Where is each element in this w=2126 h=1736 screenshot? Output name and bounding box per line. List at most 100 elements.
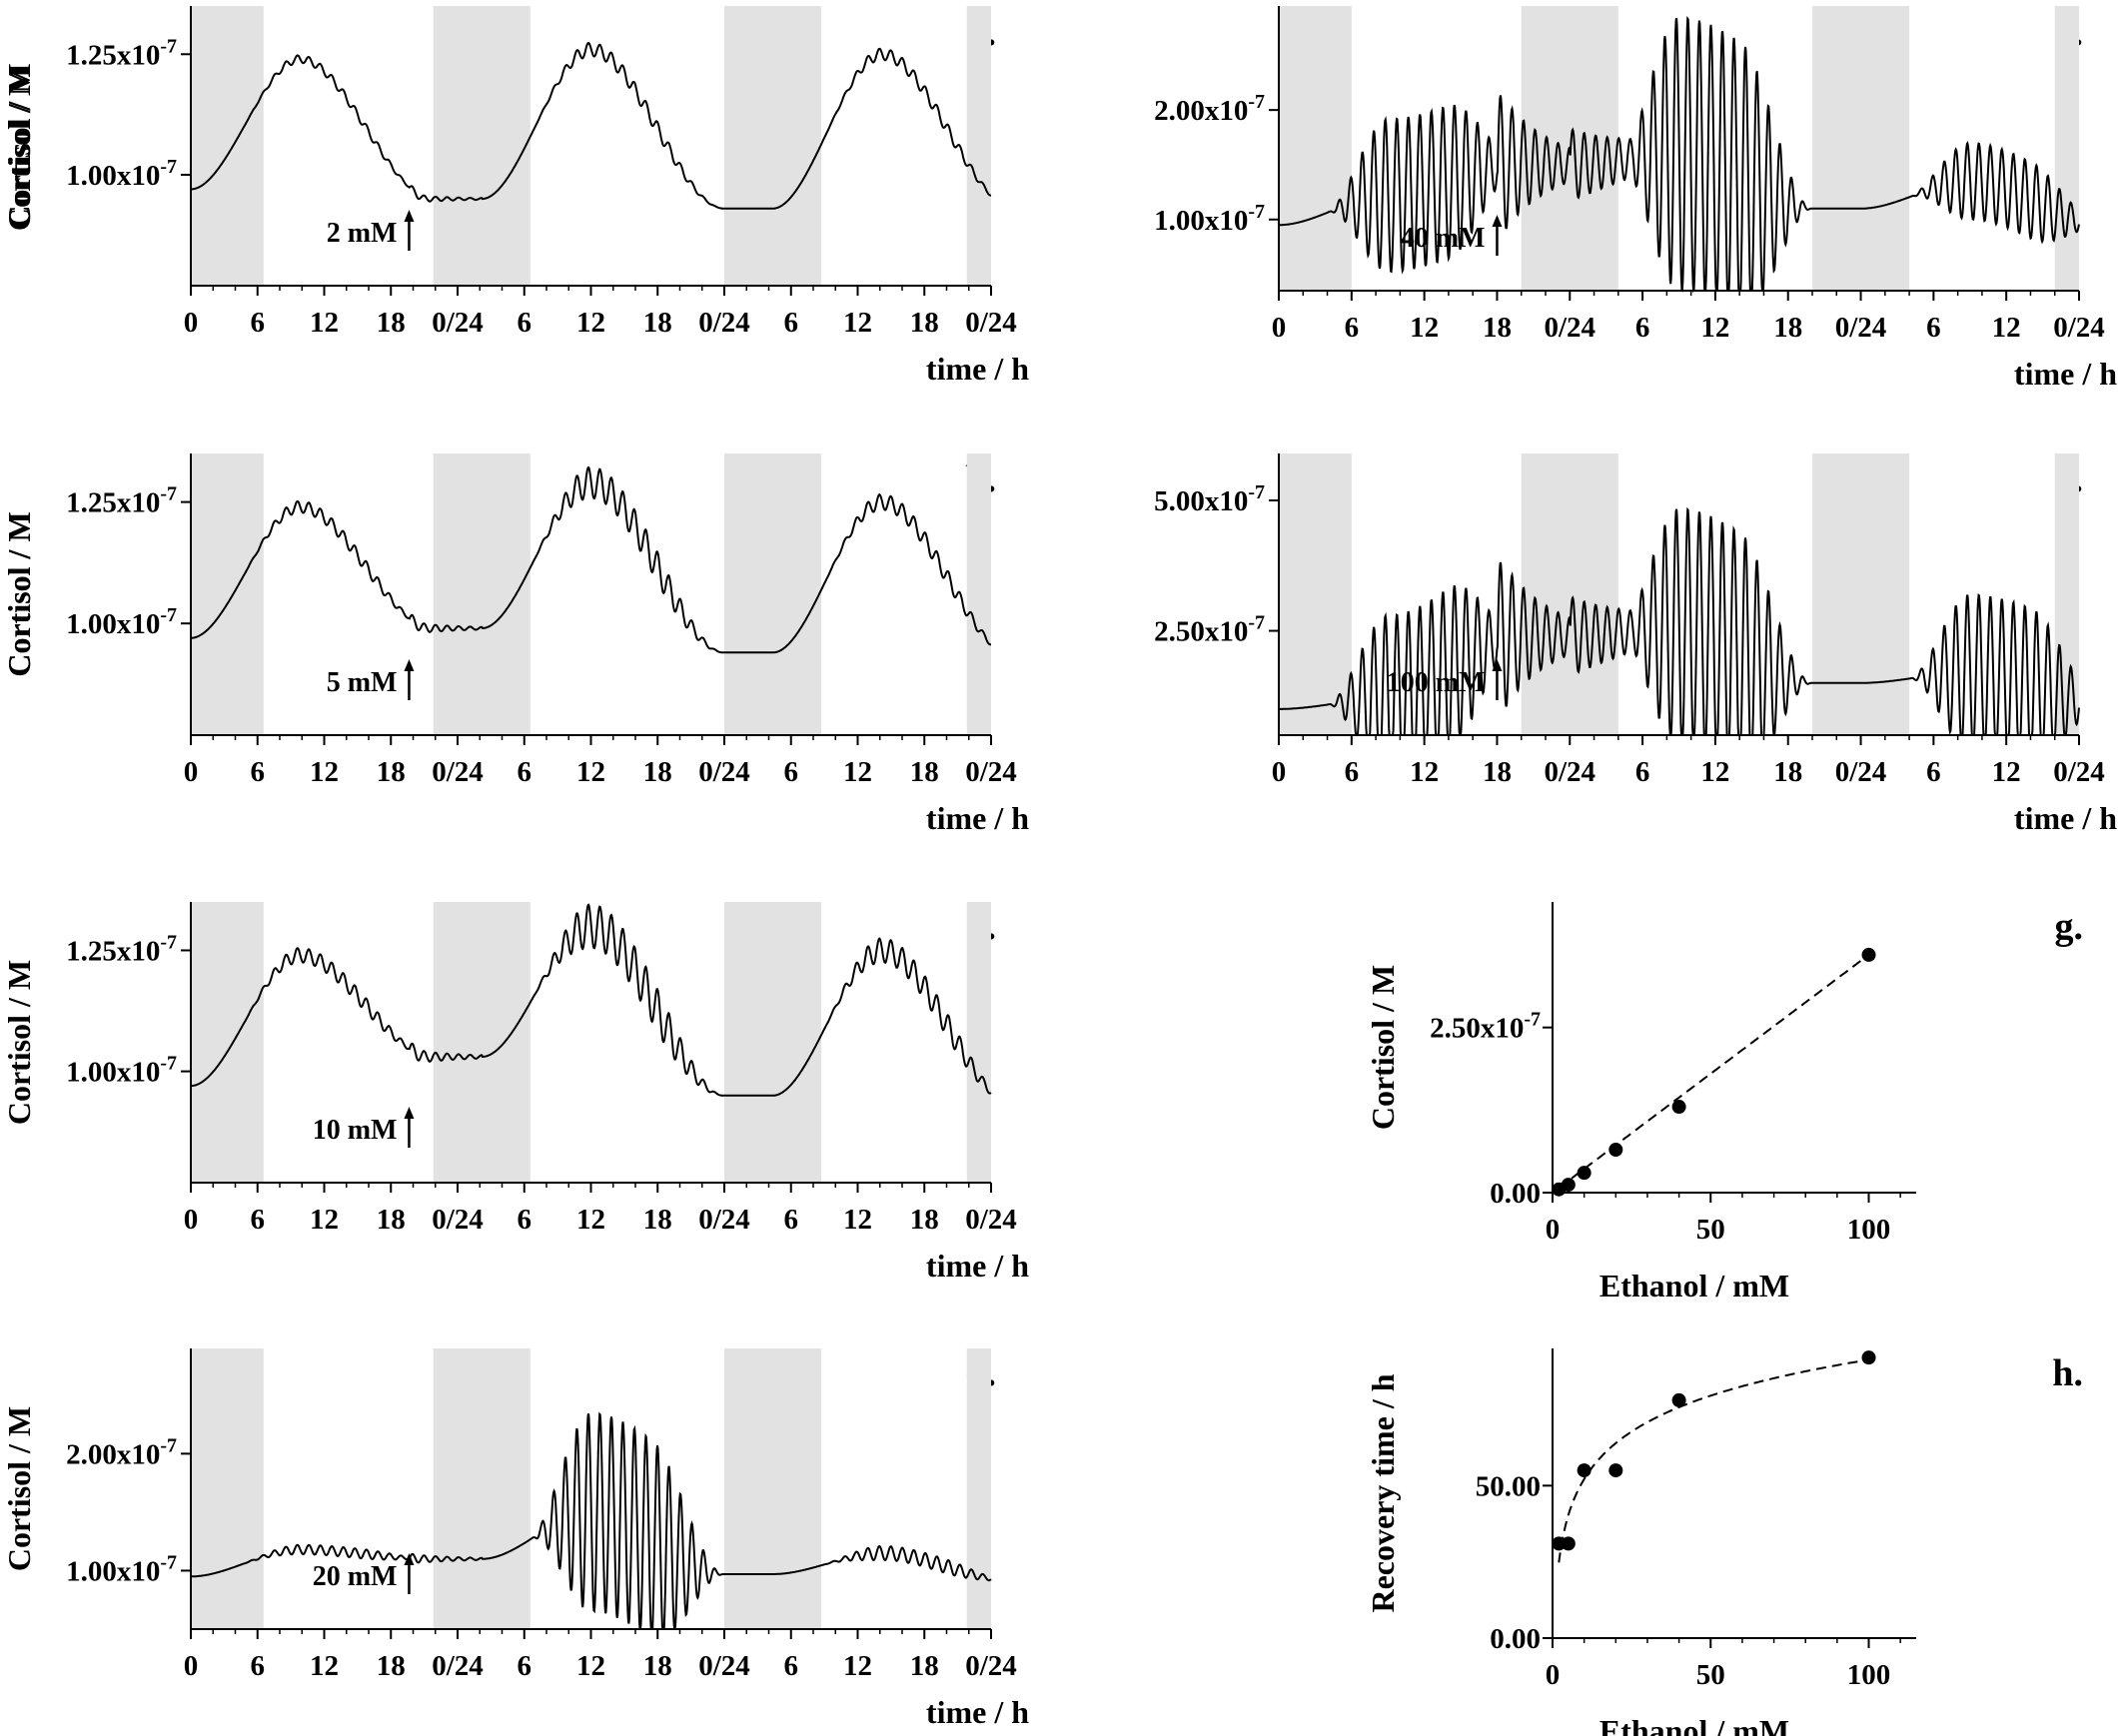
x-axis-title: Ethanol / mM [1599,1268,1789,1303]
night-band [724,6,822,286]
night-band [191,902,264,1183]
night-band [433,453,531,735]
y-tick-label: 1.00x10-7 [66,156,177,192]
x-tick-label: 18 [1483,756,1512,788]
x-tick-label: 12 [843,307,872,339]
y-axis-title: Cortisol / M [1365,965,1401,1130]
series-line [191,903,992,1097]
y-tick-label: 1.25x10-7 [66,483,177,519]
y-tick-label: 1.25x10-7 [66,35,177,71]
x-tick-label: 18 [1773,756,1802,788]
night-band [1279,6,1352,291]
x-tick-label: 6 [784,1204,799,1236]
x-tick-label: 0/24 [698,1650,750,1682]
x-tick-label: 12 [1700,756,1729,788]
x-tick-label: 0/24 [432,1650,484,1682]
x-tick-label: 12 [576,307,605,339]
x-tick-label: 0/24 [965,1650,1017,1682]
y-tick-label: 0.00 [1490,1623,1541,1655]
x-tick-label: 18 [643,756,672,788]
dose-arrow-head [404,659,415,671]
y-axis-title: Recovery time / h [1365,1373,1401,1612]
x-tick-label: 18 [910,1204,939,1236]
night-band [724,453,822,735]
x-tick-label: 6 [1345,756,1360,788]
data-point [1577,1166,1592,1181]
x-tick-label: 6 [784,307,799,339]
x-tick-label: 0 [1546,1214,1561,1246]
dose-arrow-head [404,1107,415,1119]
dose-arrow-head [1492,659,1503,671]
dose-label: 5 mM [327,667,398,698]
y-tick-label: 2.00x10-7 [66,1434,177,1470]
x-tick-label: 50 [1696,1659,1725,1691]
x-axis-title: time / h [926,800,1029,836]
night-band [1279,453,1352,735]
x-axis-title: time / h [926,1694,1029,1730]
x-tick-label: 0 [184,1204,199,1236]
x-tick-label: 0/24 [1835,756,1887,788]
data-point [1861,1350,1876,1365]
panel-b: b.0612180/24612180/24612180/241.00x10-71… [1,453,1029,836]
night-band [1812,453,1910,735]
night-band [966,453,991,735]
x-tick-label: 12 [310,307,339,339]
x-tick-label: 12 [576,1204,605,1236]
night-band [966,902,991,1183]
dose-label: 10 mM [313,1115,398,1146]
x-tick-label: 0/24 [965,1204,1017,1236]
night-band [2054,453,2079,735]
x-tick-label: 50 [1696,1214,1725,1246]
x-tick-label: 18 [910,307,939,339]
x-tick-label: 0/24 [2053,312,2105,344]
dose-arrow-head [1492,215,1503,227]
x-tick-label: 12 [1992,312,2021,344]
y-tick-label: 0.00 [1490,1178,1541,1210]
y-tick-label: 1.25x10-7 [66,931,177,967]
x-tick-label: 100 [1847,1214,1891,1246]
x-tick-label: 12 [576,756,605,788]
x-tick-label: 12 [1700,312,1729,344]
x-tick-label: 18 [643,1204,672,1236]
x-tick-label: 18 [377,756,406,788]
x-tick-label: 18 [910,1650,939,1682]
dose-label: 100 mM [1387,667,1486,698]
y-axis-title: Cortisol / M [1,511,37,676]
panel-e: e.0612180/24612180/246120/241.00x10-72.0… [1,6,2117,392]
panel-d: d.0612180/24612180/24612180/241.00x10-72… [1,1348,1029,1730]
x-tick-label: 0 [1272,312,1287,344]
panel-letter: g. [2055,906,2084,948]
x-tick-label: 6 [518,1650,532,1682]
data-point [1608,1143,1623,1158]
night-band [966,6,991,286]
x-axis-title: time / h [2014,800,2117,836]
y-axis-title: Cortisol / M [1,960,37,1125]
x-tick-label: 6 [251,1650,266,1682]
x-tick-label: 6 [251,756,266,788]
y-axis-title: Cortisol / M [1,1406,37,1571]
x-tick-label: 0/24 [1544,312,1595,344]
series-line [1279,506,2080,736]
x-tick-label: 0/24 [698,307,750,339]
x-tick-label: 6 [1345,312,1360,344]
y-tick-label: 1.00x10-7 [66,1551,177,1587]
x-tick-label: 0 [1546,1659,1561,1691]
data-point [1561,1536,1576,1551]
x-tick-label: 18 [910,756,939,788]
x-tick-label: 6 [251,1204,266,1236]
dose-label: 2 mM [327,218,398,249]
panel-g: g. 0 50 100 0.00 2.50x10-7 Ethanol / mM Cortiso… [1365,902,2083,1303]
data-point [1861,947,1876,962]
x-tick-label: 12 [843,1650,872,1682]
x-tick-label: 0 [184,1650,199,1682]
x-tick-label: 12 [1992,756,2021,788]
x-tick-label: 6 [1926,312,1941,344]
x-tick-label: 6 [518,1204,532,1236]
x-tick-label: 6 [251,307,266,339]
x-tick-label: 0/24 [965,756,1017,788]
y-tick-label: 1.00x10-7 [66,1053,177,1089]
night-band [191,6,264,286]
x-tick-label: 12 [843,1204,872,1236]
x-tick-label: 6 [1926,756,1941,788]
